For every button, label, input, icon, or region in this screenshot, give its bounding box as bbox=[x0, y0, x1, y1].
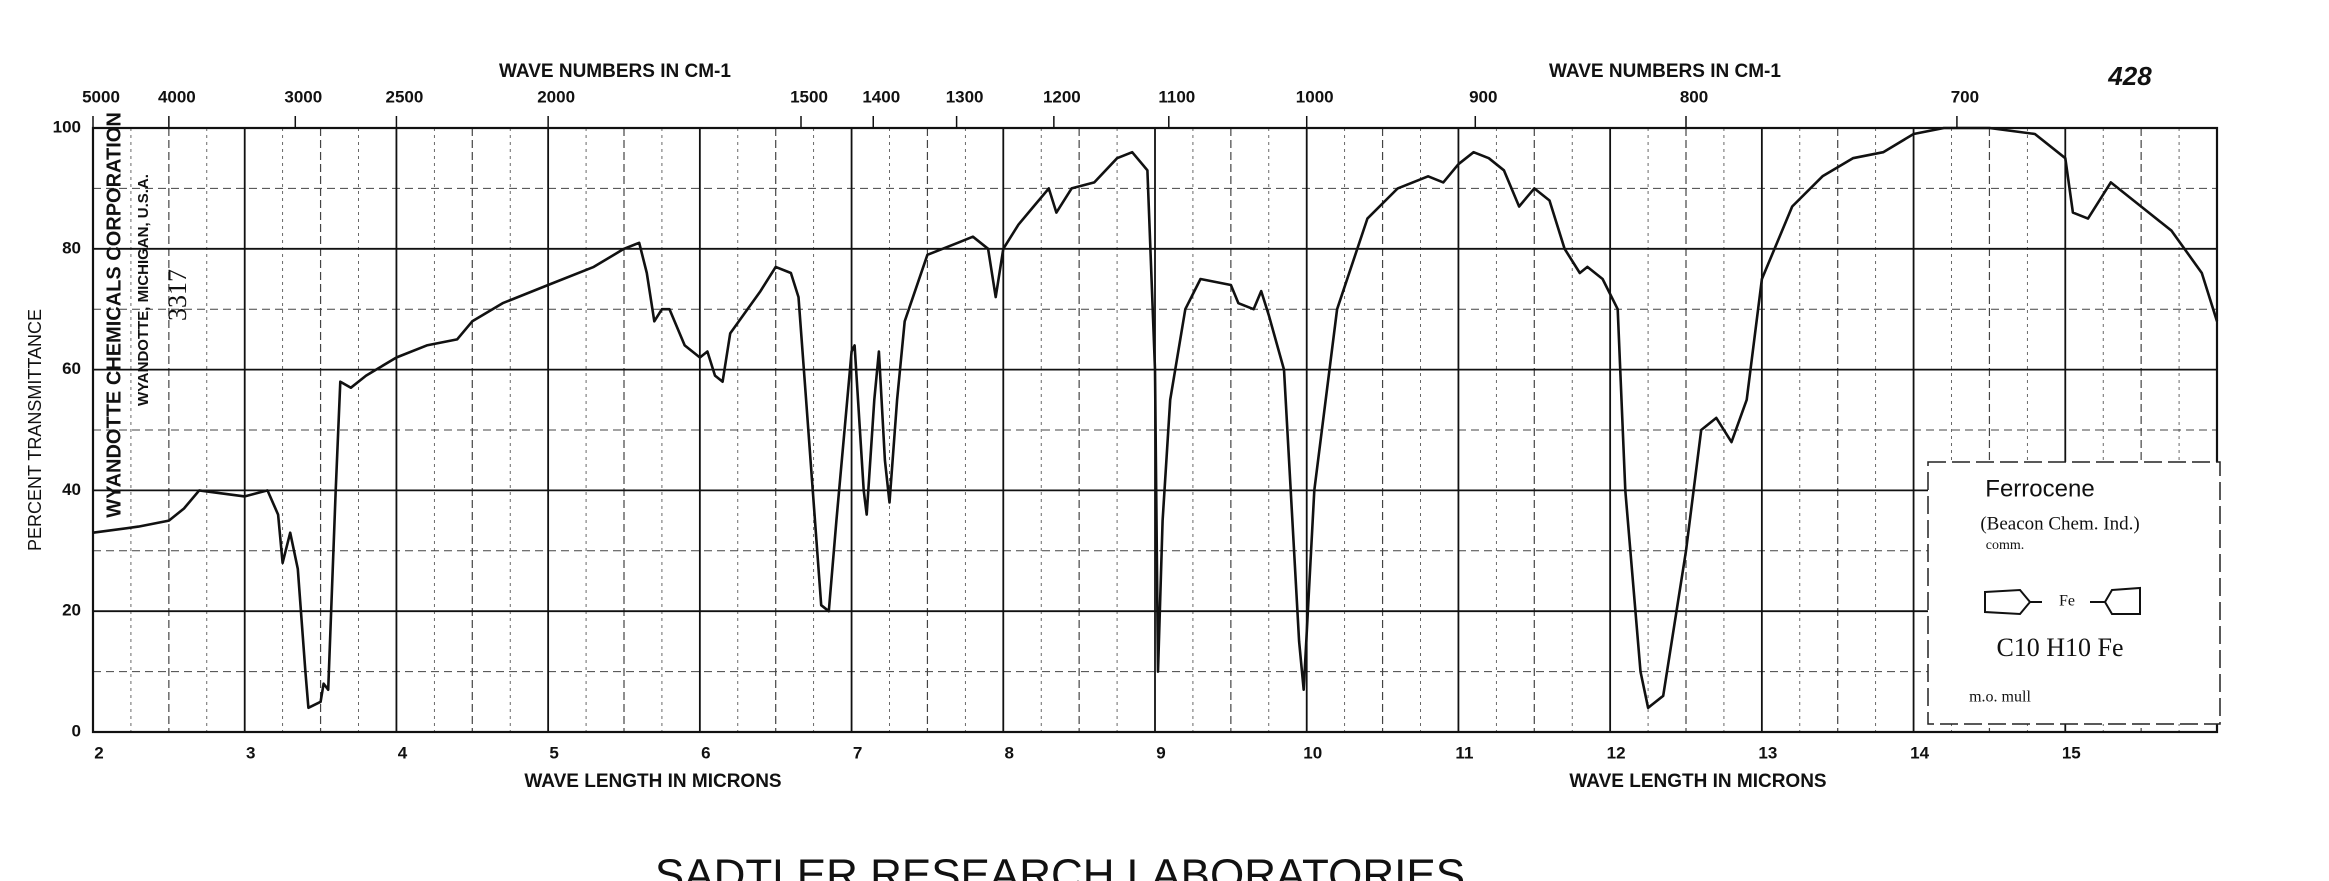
x-tick-label: 5 bbox=[549, 743, 558, 762]
x2-axis-label: WAVE NUMBERS IN CM-1 bbox=[499, 61, 731, 82]
labels: WAVE NUMBERS IN CM-1 WAVE NUMBERS IN CM-… bbox=[25, 61, 2152, 792]
x-tick-label: 15 bbox=[2062, 743, 2081, 762]
x-tick-label: 12 bbox=[1607, 743, 1626, 762]
x2-tick-label: 800 bbox=[1680, 87, 1708, 106]
x-axis-label: WAVE LENGTH IN MICRONS bbox=[1569, 771, 1826, 792]
x-tick-label: 9 bbox=[1156, 743, 1165, 762]
structure-sketch bbox=[1984, 586, 2141, 616]
x2-tick-label: 1100 bbox=[1158, 87, 1195, 106]
annotation: 428 bbox=[2107, 61, 2152, 91]
y-tick-label: 60 bbox=[62, 359, 81, 378]
x-tick-label: 3 bbox=[246, 743, 255, 762]
x-tick-label: 10 bbox=[1303, 743, 1322, 762]
y-tick-label: 40 bbox=[62, 480, 81, 499]
structure-label: Fe bbox=[2059, 593, 2075, 610]
x2-tick-label: 3000 bbox=[284, 87, 322, 106]
annotation: WYANDOTTE CHEMICALS CORPORATION bbox=[103, 112, 125, 518]
x-tick-label: 14 bbox=[1910, 743, 1929, 762]
y-tick-label: 80 bbox=[62, 238, 81, 257]
x-tick-label: 8 bbox=[1005, 743, 1014, 762]
y-axis-label: PERCENT TRANSMITTANCE bbox=[25, 309, 45, 551]
annotation: WYANDOTTE, MICHIGAN, U.S.A. bbox=[135, 174, 152, 406]
marks bbox=[92, 126, 2219, 710]
x2-tick-label: 700 bbox=[1951, 87, 1979, 106]
plot-frame bbox=[91, 126, 2219, 734]
x2-tick-label: 2500 bbox=[386, 87, 424, 106]
annotation: 3317 bbox=[163, 269, 192, 321]
x-tick-label: 11 bbox=[1455, 743, 1473, 762]
x2-tick-label: 1500 bbox=[790, 87, 828, 106]
footer: SADTLER RESEARCH LABORATORIES bbox=[655, 851, 1465, 881]
y-tick-label: 20 bbox=[62, 601, 81, 620]
x-tick-label: 6 bbox=[701, 743, 710, 762]
sample-box-frame bbox=[1927, 461, 2221, 725]
x2-tick-label: 5000 bbox=[82, 87, 120, 106]
annotation: (Beacon Chem. Ind.) bbox=[1980, 513, 2139, 534]
x-tick-label: 2 bbox=[94, 743, 103, 762]
x-tick-label: 4 bbox=[398, 743, 408, 762]
x-tick-label: 13 bbox=[1758, 743, 1777, 762]
x-tick-label: 7 bbox=[853, 743, 862, 762]
x-axis-label: WAVE LENGTH IN MICRONS bbox=[524, 771, 781, 792]
x2-tick-label: 900 bbox=[1469, 87, 1497, 106]
annotation: comm. bbox=[1986, 538, 2025, 553]
annotation: C10 H10 Fe bbox=[1996, 633, 2123, 662]
x2-tick-label: 1200 bbox=[1043, 87, 1081, 106]
annotation: Ferrocene bbox=[1985, 475, 2094, 502]
x2-tick-label: 1300 bbox=[946, 87, 984, 106]
x2-tick-label: 1000 bbox=[1296, 87, 1334, 106]
y-tick-label: 0 bbox=[72, 721, 81, 740]
x2-tick-label: 1400 bbox=[862, 87, 900, 106]
annotation: m.o. mull bbox=[1969, 689, 2031, 706]
y-tick-label: 100 bbox=[53, 117, 81, 136]
x2-tick-label: 2000 bbox=[537, 87, 575, 106]
x2-axis-label: WAVE NUMBERS IN CM-1 bbox=[1549, 61, 1781, 82]
sample-box: Ferrocene (Beacon Chem. Ind.) comm. Fe C… bbox=[1927, 461, 2221, 725]
x2-tick-label: 4000 bbox=[158, 87, 196, 106]
spectrum-line bbox=[92, 126, 2219, 710]
